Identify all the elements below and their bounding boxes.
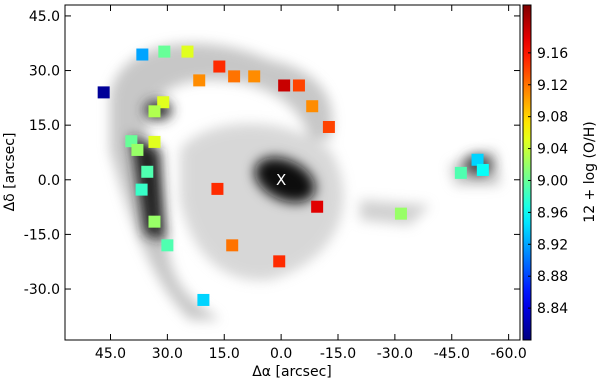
colorbar-tick-label: 8.96 xyxy=(537,205,568,221)
y-axis-label: Δδ [arcsec] xyxy=(2,133,18,212)
point xyxy=(273,255,286,268)
x-tick-label: -45.0 xyxy=(434,346,470,362)
point xyxy=(148,215,161,228)
point xyxy=(311,200,324,213)
point xyxy=(141,165,154,178)
point xyxy=(228,70,241,83)
colorbar-tick-label: 9.08 xyxy=(537,110,568,126)
x-tick-label: 0.0 xyxy=(270,346,292,362)
colorbar-tick-label: 9.12 xyxy=(537,78,568,94)
point xyxy=(136,48,149,61)
point xyxy=(292,79,305,92)
point xyxy=(135,183,148,196)
y-tick-label: 0.0 xyxy=(38,173,60,189)
point xyxy=(181,45,194,58)
point xyxy=(471,153,484,166)
point xyxy=(213,60,226,73)
point xyxy=(148,105,161,118)
point xyxy=(278,79,291,92)
point xyxy=(394,207,407,220)
y-tick-label: 30.0 xyxy=(29,64,60,80)
y-tick-label: -30.0 xyxy=(24,282,60,298)
x-tick-label: -15.0 xyxy=(320,346,356,362)
point xyxy=(97,86,110,99)
colorbar-label: 12 + log (O/H) xyxy=(582,121,598,222)
y-tick-label: 15.0 xyxy=(29,118,60,134)
point xyxy=(131,143,144,156)
point xyxy=(157,96,170,109)
point xyxy=(322,120,335,133)
plot-frame xyxy=(64,4,521,341)
point xyxy=(226,239,239,252)
x-tick-label: -30.0 xyxy=(377,346,413,362)
point xyxy=(454,166,467,179)
colorbar-tick-label: 8.92 xyxy=(537,237,568,253)
x-axis-label: Δα [arcsec] xyxy=(252,364,332,380)
point xyxy=(197,293,210,306)
point xyxy=(125,135,138,148)
x-tick-label: 15.0 xyxy=(209,346,240,362)
gray-image xyxy=(110,43,500,320)
y-tick-label: 45.0 xyxy=(29,9,60,25)
point xyxy=(193,74,206,87)
y-tick-label: -15.0 xyxy=(24,227,60,243)
colorbar-tick-label: 8.84 xyxy=(537,301,568,317)
point xyxy=(306,100,319,113)
point xyxy=(161,239,174,252)
colorbar-tick-label: 9.16 xyxy=(537,46,568,62)
x-tick-label: 45.0 xyxy=(95,346,126,362)
colorbar-tick-label: 8.88 xyxy=(537,269,568,285)
point xyxy=(211,182,224,195)
x-tick-label: 30.0 xyxy=(152,346,183,362)
point xyxy=(476,163,489,176)
point xyxy=(158,45,171,58)
point xyxy=(148,135,161,148)
colorbar xyxy=(522,4,532,341)
colorbar-tick-label: 9.00 xyxy=(537,173,568,189)
annotation: X xyxy=(276,171,286,189)
x-tick-label: -60.0 xyxy=(491,346,527,362)
colorbar-tick-label: 9.04 xyxy=(537,142,568,158)
point xyxy=(248,70,261,83)
